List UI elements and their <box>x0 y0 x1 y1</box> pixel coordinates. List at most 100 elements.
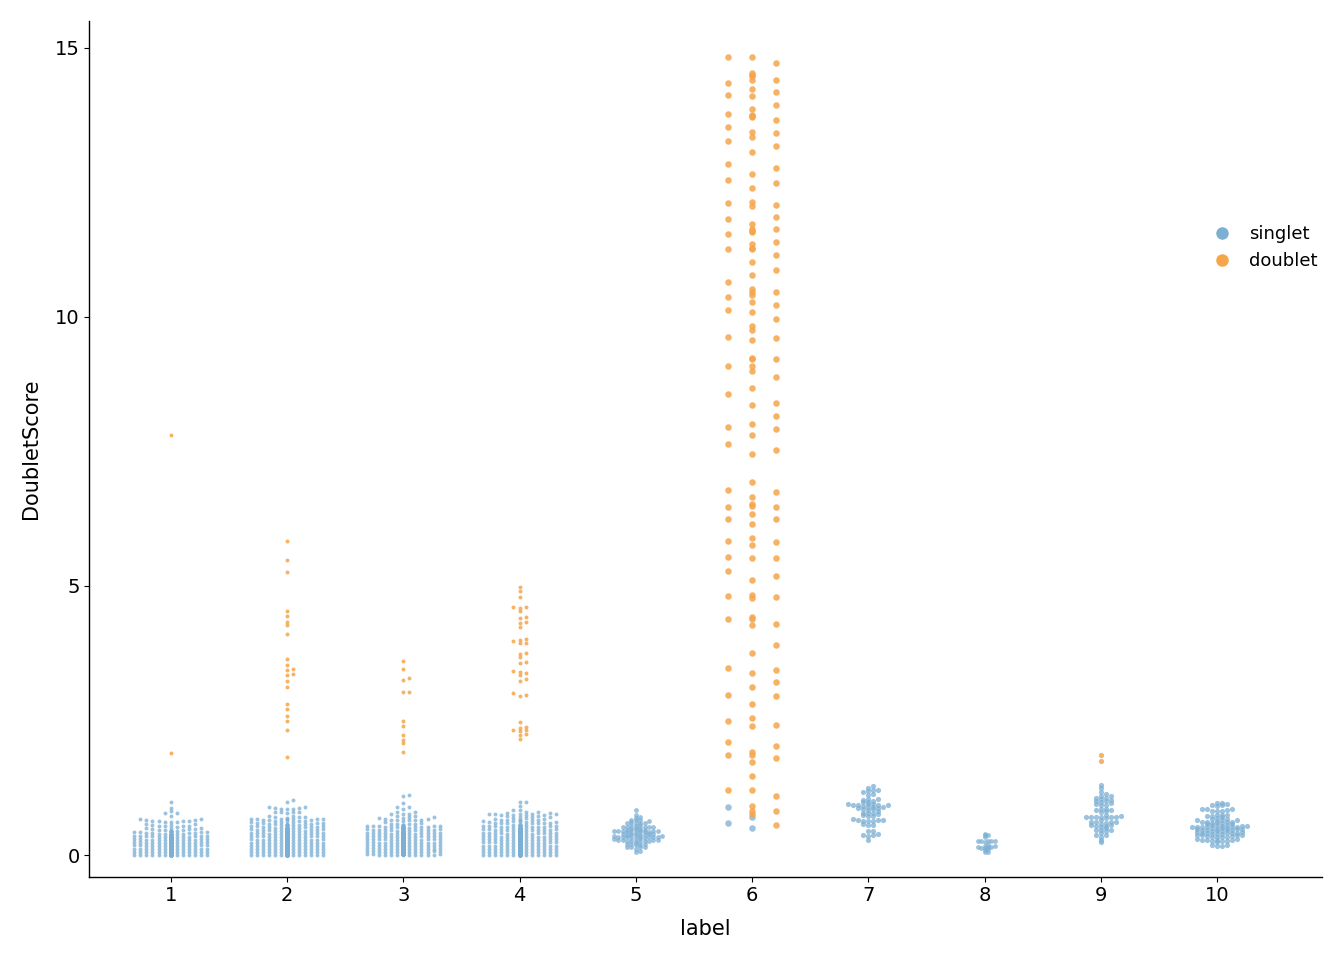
Point <box>392 839 414 854</box>
Point <box>509 840 531 855</box>
Point <box>716 713 738 729</box>
Point <box>509 826 531 841</box>
Point <box>509 846 531 861</box>
Point <box>509 843 531 858</box>
Point <box>289 838 310 853</box>
Point <box>160 842 181 857</box>
Point <box>160 837 181 852</box>
Point <box>478 806 500 822</box>
Point <box>277 845 298 860</box>
Point <box>509 832 531 848</box>
Point <box>509 847 531 862</box>
Point <box>629 818 650 833</box>
Point <box>392 732 414 748</box>
Point <box>742 254 763 270</box>
Point <box>509 827 531 842</box>
Point <box>160 839 181 854</box>
Point <box>124 834 145 850</box>
Point <box>625 810 646 826</box>
Point <box>509 830 531 846</box>
Point <box>392 834 414 850</box>
Point <box>277 845 298 860</box>
Point <box>368 841 390 856</box>
Point <box>160 839 181 854</box>
Point <box>160 845 181 860</box>
Point <box>1081 809 1102 825</box>
Point <box>634 839 656 854</box>
Point <box>191 831 212 847</box>
Point <box>716 687 738 703</box>
Point <box>405 832 426 848</box>
Point <box>472 844 493 859</box>
Point <box>160 832 181 848</box>
Point <box>392 843 414 858</box>
Point <box>509 828 531 844</box>
Point <box>362 818 383 833</box>
Point <box>1216 826 1238 841</box>
Point <box>392 845 414 860</box>
Point <box>509 846 531 861</box>
Point <box>160 839 181 854</box>
Point <box>160 831 181 847</box>
Point <box>509 828 531 843</box>
Point <box>392 834 414 850</box>
Point <box>521 820 543 835</box>
Point <box>277 848 298 863</box>
Point <box>392 830 414 846</box>
Point <box>742 109 763 125</box>
Point <box>509 830 531 846</box>
Point <box>872 812 894 828</box>
Point <box>509 836 531 852</box>
Point <box>1211 838 1232 853</box>
Point <box>1211 810 1232 826</box>
Point <box>160 843 181 858</box>
Point <box>277 839 298 854</box>
Point <box>515 723 536 738</box>
Point <box>160 844 181 859</box>
Point <box>527 841 548 856</box>
Point <box>356 822 378 837</box>
Point <box>634 827 656 842</box>
Point <box>160 845 181 860</box>
Point <box>974 841 996 856</box>
Point <box>277 614 298 630</box>
Point <box>392 843 414 858</box>
Point <box>160 843 181 858</box>
Point <box>277 840 298 855</box>
Point <box>392 833 414 849</box>
Point <box>1222 802 1243 817</box>
Point <box>251 838 273 853</box>
Point <box>191 835 212 851</box>
Point <box>277 825 298 840</box>
Point <box>509 843 531 858</box>
Point <box>277 822 298 837</box>
Point <box>277 844 298 859</box>
Point <box>509 845 531 860</box>
Point <box>277 843 298 858</box>
Point <box>160 842 181 857</box>
Point <box>766 688 788 704</box>
Point <box>392 845 414 860</box>
Point <box>509 839 531 854</box>
Point <box>392 839 414 854</box>
Point <box>313 815 335 830</box>
Point <box>160 836 181 852</box>
Point <box>509 828 531 843</box>
Point <box>509 845 531 860</box>
Point <box>392 831 414 847</box>
Point <box>509 847 531 862</box>
Point <box>277 827 298 842</box>
Point <box>160 831 181 847</box>
Point <box>160 843 181 858</box>
Point <box>239 835 261 851</box>
Point <box>742 617 763 633</box>
Point <box>1099 818 1121 833</box>
Point <box>509 829 531 845</box>
Point <box>863 786 884 802</box>
Point <box>392 841 414 856</box>
Point <box>509 838 531 853</box>
Point <box>356 838 378 853</box>
Point <box>270 848 292 863</box>
Point <box>411 812 433 828</box>
Point <box>160 843 181 858</box>
